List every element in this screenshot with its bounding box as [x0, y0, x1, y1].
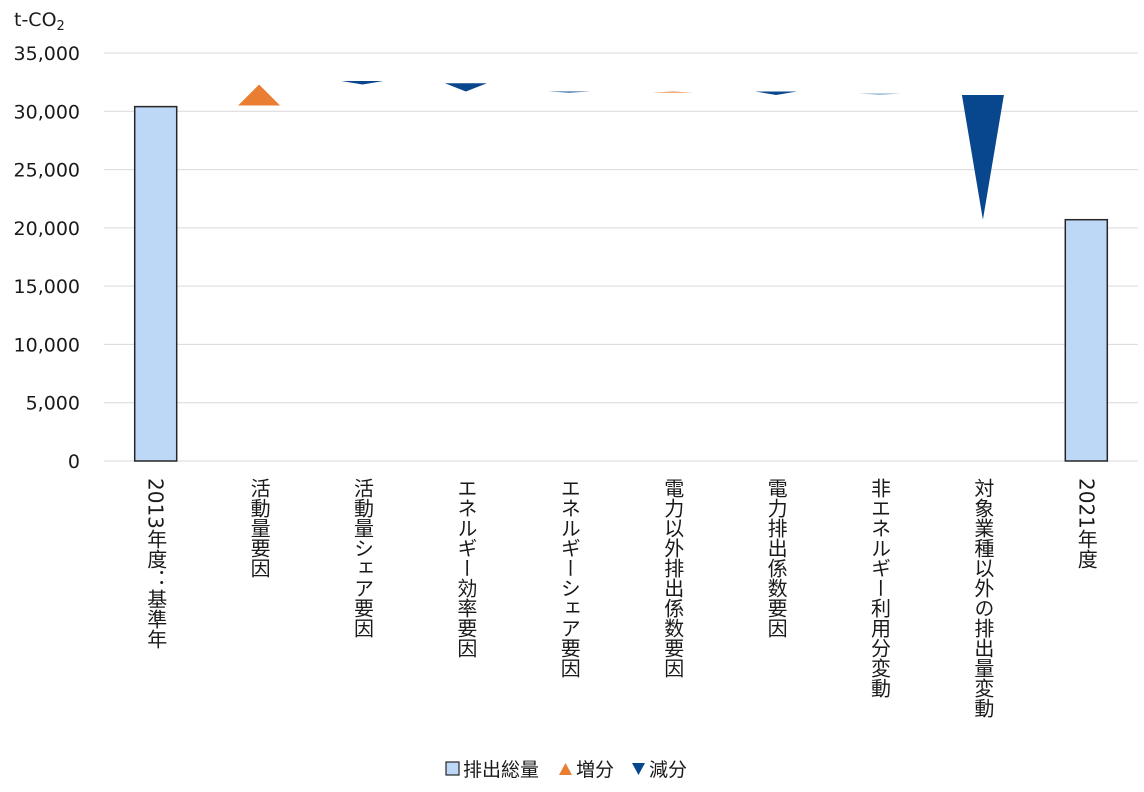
- decrease-triangle: [341, 80, 384, 85]
- y-tick-label: 35,000: [14, 43, 80, 65]
- decrease-triangle: [755, 91, 798, 95]
- increase-triangle: [238, 84, 281, 106]
- y-axis-unit-label: t-CO2: [14, 9, 65, 34]
- legend-decrease-swatch: [632, 763, 645, 775]
- category-label: 対象業種以外の排出量変動: [971, 478, 995, 718]
- category-label: エネルギー効率要因: [454, 478, 478, 658]
- y-axis-ticks: 0 5,000 10,000 15,000 20,000 25,000 30,000 35,0…: [14, 43, 80, 473]
- legend: 排出総量 増分 減分: [445, 759, 687, 781]
- y-tick-label: 20,000: [14, 218, 80, 240]
- legend-label: 排出総量: [463, 759, 539, 781]
- category-label: 活動量シェア要因: [351, 478, 375, 638]
- x-axis-labels: 2013年度：基準年 活動量要因 活動量シェア要因 エネルギー効率要因 エネルギーシェア…: [144, 478, 1099, 718]
- decrease-triangle: [858, 93, 901, 95]
- legend-label: 減分: [649, 759, 687, 781]
- total-bar: [133, 105, 178, 462]
- decrease-triangle: [548, 91, 591, 93]
- category-label: 電力排出係数要因: [764, 478, 788, 638]
- y-tick-label: 15,000: [14, 276, 80, 298]
- y-tick-label: 0: [68, 451, 80, 473]
- legend-label: 増分: [576, 759, 614, 781]
- y-tick-label: 30,000: [14, 101, 80, 123]
- chart-marks: [133, 80, 1109, 462]
- category-label: 2013年度：基準年: [144, 478, 168, 649]
- category-label: 活動量要因: [247, 478, 271, 578]
- y-tick-label: 25,000: [14, 160, 80, 182]
- y-axis-unit-subscript: 2: [57, 19, 65, 34]
- legend-increase-swatch: [559, 763, 572, 775]
- category-label: 2021年度: [1074, 478, 1098, 569]
- category-label: 非エネルギー利用分変動: [868, 478, 892, 698]
- category-label: 電力以外排出係数要因: [661, 478, 685, 678]
- y-tick-label: 5,000: [26, 393, 80, 415]
- category-label: エネルギーシェア要因: [557, 478, 581, 678]
- total-bar: [1064, 218, 1109, 462]
- y-tick-label: 10,000: [14, 334, 80, 356]
- decrease-triangle: [961, 94, 1004, 220]
- legend-total-swatch: [445, 761, 460, 776]
- gridlines: [104, 52, 1138, 462]
- increase-triangle: [651, 91, 694, 93]
- decrease-triangle: [444, 83, 487, 92]
